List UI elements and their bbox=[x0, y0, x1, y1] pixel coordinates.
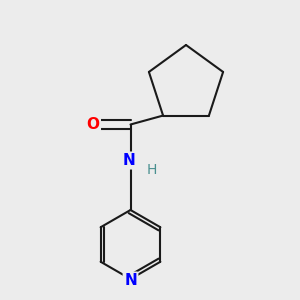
Text: N: N bbox=[123, 153, 135, 168]
Text: N: N bbox=[124, 273, 137, 288]
Text: H: H bbox=[146, 163, 157, 176]
Text: O: O bbox=[86, 117, 100, 132]
